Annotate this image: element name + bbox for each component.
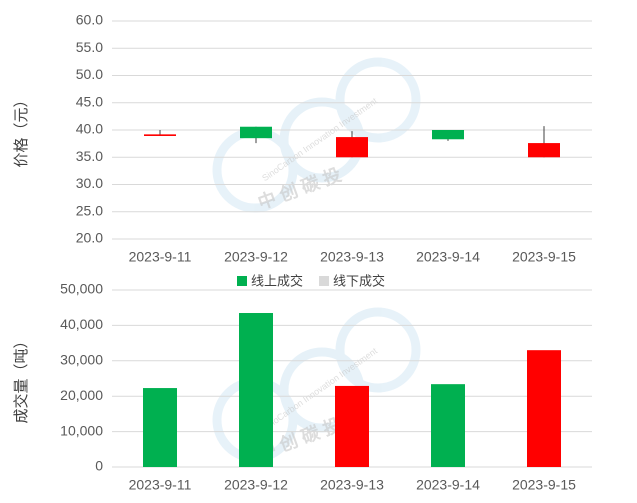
legend-swatch <box>237 276 247 286</box>
bar <box>527 350 561 467</box>
legend-label: 线上成交 <box>251 273 303 288</box>
y-tick-label: 45.0 <box>76 93 103 109</box>
y-tick-label: 40,000 <box>60 316 103 332</box>
y-axis-title: 价格（元） <box>13 92 30 167</box>
y-tick-label: 60.0 <box>76 12 103 28</box>
y-tick-label: 40.0 <box>76 121 103 137</box>
x-tick-label: 2023-9-11 <box>129 249 192 265</box>
candle-body <box>144 134 176 136</box>
x-tick-label: 2023-9-15 <box>512 477 576 493</box>
bar <box>335 385 369 467</box>
x-tick-label: 2023-9-15 <box>512 249 576 265</box>
y-tick-label: 25.0 <box>76 202 103 218</box>
y-tick-label: 20.0 <box>76 230 103 246</box>
legend-label: 线下成交 <box>333 273 385 288</box>
y-tick-label: 50.0 <box>76 66 103 82</box>
legend-swatch <box>319 276 330 286</box>
x-tick-label: 2023-9-12 <box>224 477 288 493</box>
x-tick-label: 2023-9-13 <box>320 249 384 265</box>
x-tick-label: 2023-9-11 <box>129 477 192 493</box>
x-tick-label: 2023-9-14 <box>416 249 480 265</box>
y-tick-label: 0 <box>95 458 103 474</box>
candle-body <box>336 137 368 158</box>
bar <box>431 384 465 467</box>
y-tick-label: 30,000 <box>60 352 103 368</box>
candle-body <box>240 126 272 139</box>
y-tick-label: 50,000 <box>60 281 103 297</box>
x-tick-label: 2023-9-13 <box>320 477 384 493</box>
y-tick-label: 10,000 <box>60 422 103 438</box>
y-tick-label: 55.0 <box>76 39 103 55</box>
bar <box>239 313 273 467</box>
x-tick-label: 2023-9-14 <box>416 477 480 493</box>
x-tick-label: 2023-9-12 <box>224 249 288 265</box>
candle-body <box>432 130 464 140</box>
y-tick-label: 20,000 <box>60 387 103 403</box>
y-tick-label: 35.0 <box>76 148 103 164</box>
candle-body <box>528 143 560 158</box>
y-axis-title: 成交量（吨） <box>12 333 30 423</box>
bar <box>143 388 177 467</box>
y-tick-label: 30.0 <box>76 175 103 191</box>
